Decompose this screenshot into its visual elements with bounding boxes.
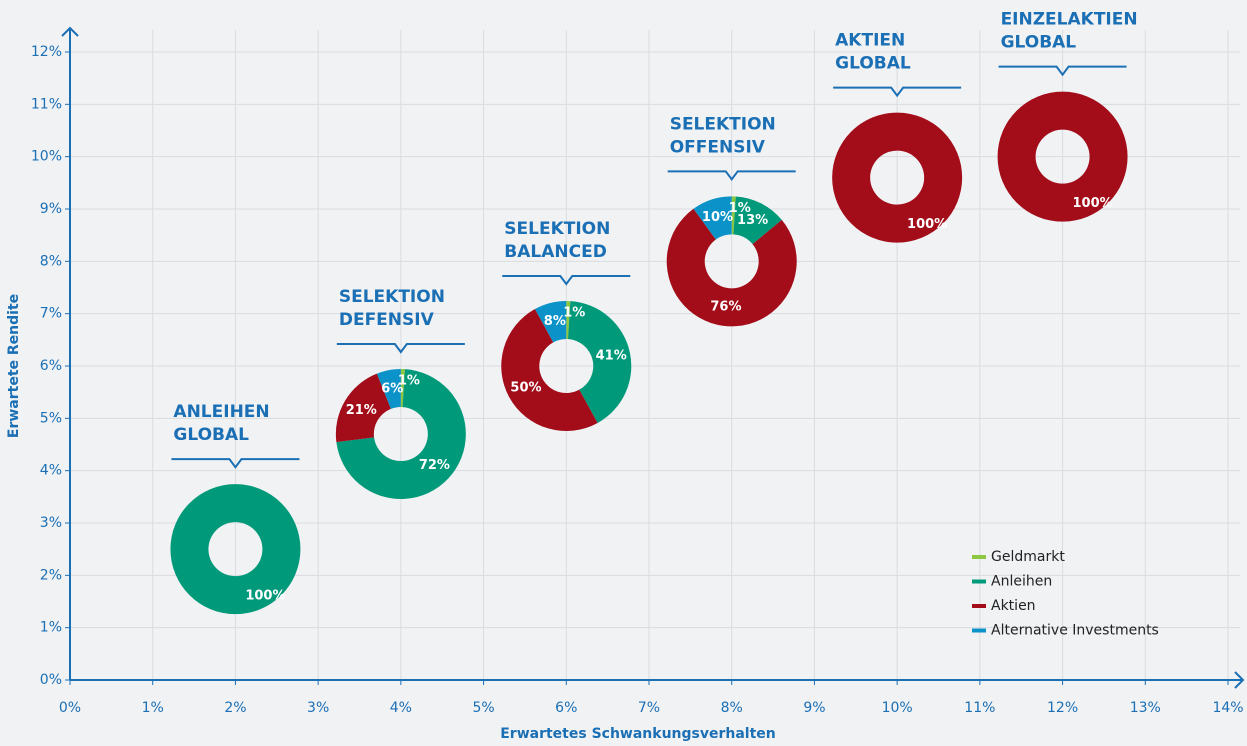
x-tick-label: 0%	[59, 700, 81, 716]
y-tick-label: 2%	[40, 567, 62, 583]
y-tick-label: 3%	[40, 515, 62, 531]
legend-label: Anleihen	[991, 574, 1052, 590]
x-tick-label: 6%	[555, 700, 577, 716]
portfolio-label: EINZELAKTIEN	[1001, 10, 1138, 30]
slice-label: 100%	[1072, 196, 1112, 211]
donut-slice	[567, 301, 632, 423]
donut-slice	[400, 369, 405, 408]
x-tick-label: 1%	[142, 700, 164, 716]
donut-slice	[832, 112, 963, 243]
portfolio-label: GLOBAL	[173, 425, 249, 445]
callout	[667, 170, 796, 181]
portfolio-label: SELEKTION	[339, 287, 445, 307]
slice-label: 21%	[346, 403, 377, 418]
x-tick-label: 8%	[721, 700, 743, 716]
donut	[501, 301, 632, 432]
slice-label: 1%	[729, 201, 751, 216]
x-tick-label: 10%	[882, 700, 913, 716]
x-tick-label: 3%	[307, 700, 329, 716]
slice-label: 1%	[563, 306, 585, 321]
slice-label: 72%	[419, 458, 450, 473]
y-tick-label: 1%	[40, 620, 62, 636]
callout	[998, 65, 1127, 77]
donut	[832, 112, 963, 243]
slice-label: 100%	[245, 589, 285, 604]
y-tick-label: 12%	[31, 44, 62, 60]
donut-slice	[335, 373, 391, 443]
donut-slice	[566, 301, 571, 340]
y-axis-title: Erwartete Rendite	[6, 294, 22, 438]
x-tick-label: 7%	[638, 700, 660, 716]
y-tick-label: 4%	[40, 463, 62, 479]
donut-slice	[666, 208, 797, 327]
y-tick-label: 11%	[31, 96, 62, 112]
portfolio-label: ANLEIHEN	[173, 402, 269, 422]
portfolio-label: SELEKTION	[504, 219, 610, 239]
y-tick-label: 7%	[40, 306, 62, 322]
donut-slice	[170, 484, 301, 615]
portfolio-label: SELEKTION	[670, 114, 776, 134]
slice-label: 76%	[710, 299, 741, 314]
donut	[335, 369, 466, 500]
x-tick-label: 11%	[964, 700, 995, 716]
y-axis-arrow	[61, 26, 79, 37]
donut	[666, 196, 797, 327]
slice-label: 50%	[510, 381, 541, 396]
x-tick-label: 2%	[224, 700, 246, 716]
donut-slice	[534, 301, 567, 343]
x-axis-title: Erwartetes Schwankungsverhalten	[500, 726, 776, 742]
slice-label: 100%	[907, 217, 947, 232]
callout	[833, 86, 962, 98]
x-tick-label: 5%	[472, 700, 494, 716]
portfolio-label: GLOBAL	[1001, 33, 1077, 53]
portfolio-label: GLOBAL	[835, 54, 911, 74]
y-tick-label: 10%	[31, 149, 62, 165]
slice-label: 13%	[737, 213, 768, 228]
y-tick-label: 0%	[40, 672, 62, 688]
slice-label: 1%	[398, 374, 420, 389]
portfolio-label: OFFENSIV	[670, 137, 766, 157]
x-axis-arrow	[1234, 671, 1245, 689]
donut	[997, 91, 1128, 222]
callout	[336, 343, 465, 354]
donut-slice	[731, 196, 736, 235]
callout	[171, 458, 300, 469]
x-tick-label: 4%	[390, 700, 412, 716]
legend-label: Geldmarkt	[991, 549, 1065, 565]
y-tick-label: 5%	[40, 410, 62, 426]
donut-slice	[376, 369, 401, 409]
legend-label: Alternative Investments	[991, 623, 1159, 639]
x-tick-label: 13%	[1130, 700, 1161, 716]
donut-slice	[501, 309, 598, 432]
y-tick-label: 6%	[40, 358, 62, 374]
donut-slice	[336, 369, 466, 500]
donut-slice	[733, 196, 782, 245]
x-tick-label: 14%	[1212, 700, 1243, 716]
slice-label: 6%	[381, 381, 403, 396]
portfolio-label: DEFENSIV	[339, 310, 435, 330]
slice-label: 41%	[596, 348, 627, 363]
legend-label: Aktien	[991, 598, 1036, 614]
slice-label: 8%	[544, 314, 566, 329]
y-tick-label: 8%	[40, 253, 62, 269]
donut-slice	[693, 196, 732, 240]
portfolio-label: AKTIEN	[835, 31, 905, 51]
x-tick-label: 9%	[803, 700, 825, 716]
portfolio-label: BALANCED	[504, 242, 607, 262]
y-tick-label: 9%	[40, 201, 62, 217]
donut-slice	[997, 91, 1128, 222]
donut	[170, 484, 301, 615]
slice-label: 10%	[702, 210, 733, 225]
x-tick-label: 12%	[1047, 700, 1078, 716]
callout	[502, 275, 631, 286]
